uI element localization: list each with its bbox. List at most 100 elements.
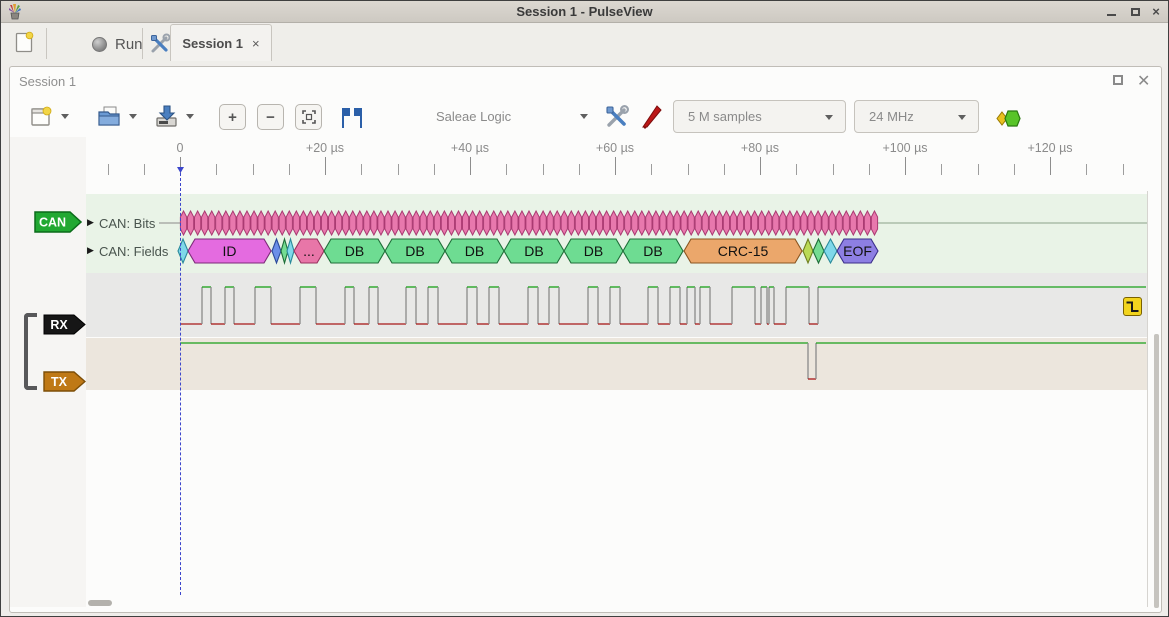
- ruler-tick: [833, 164, 834, 175]
- ruler-tick: [905, 157, 906, 175]
- ruler-tick: [108, 164, 109, 175]
- tab-close-icon[interactable]: ×: [252, 35, 260, 51]
- titlebar[interactable]: Session 1 - PulseView ×: [1, 1, 1168, 23]
- ruler-tick: [434, 164, 435, 175]
- expand-arrow-icon[interactable]: ▶: [87, 245, 94, 255]
- ruler-label: +80 µs: [740, 141, 780, 155]
- save-dropdown-arrow[interactable]: [186, 114, 194, 119]
- subwindow-title: Session 1: [19, 74, 77, 89]
- ruler-label: +100 µs: [882, 141, 928, 155]
- session-tab[interactable]: Session 1 ×: [170, 24, 272, 61]
- minimize-button[interactable]: [1104, 5, 1120, 19]
- device-name: Saleae Logic: [436, 109, 512, 124]
- ruler-label: +20 µs: [305, 141, 345, 155]
- ruler-tick: [144, 164, 145, 175]
- trace-right-edge: [1147, 191, 1148, 607]
- ruler-tick: [470, 157, 471, 175]
- new-view-icon: [31, 106, 52, 126]
- ruler-tick: [688, 164, 689, 175]
- session-tab-label: Session 1: [182, 35, 244, 51]
- save-button[interactable]: [152, 102, 180, 130]
- add-decoder-button[interactable]: [995, 107, 1023, 129]
- fields-row-label: CAN: Fields: [99, 244, 169, 259]
- zoom-in-button[interactable]: +: [219, 104, 246, 130]
- toolbar-separator: [142, 28, 143, 59]
- maximize-button[interactable]: [1128, 5, 1144, 19]
- wrench-screwdriver-icon: [606, 104, 630, 127]
- decoder-tag-can[interactable]: CAN: [34, 211, 82, 233]
- ruler-tick: [398, 164, 399, 175]
- sample-count-value: 5 M samples: [688, 109, 762, 124]
- close-button[interactable]: ×: [1152, 4, 1160, 19]
- settings-button[interactable]: [148, 31, 172, 57]
- ruler-tick: [216, 164, 217, 175]
- decoder-band[interactable]: [86, 194, 1147, 273]
- ruler-tick: [180, 157, 181, 175]
- app-icon: [9, 4, 21, 20]
- ruler-tick: [941, 164, 942, 175]
- subwindow-maximize-button[interactable]: [1113, 75, 1123, 85]
- zoom-fit-icon: [301, 110, 316, 124]
- sample-rate-arrow: [958, 115, 966, 120]
- new-session-button[interactable]: [10, 27, 38, 57]
- channel-group-bracket: [24, 313, 37, 390]
- channels-button[interactable]: [638, 103, 666, 131]
- open-button[interactable]: [95, 102, 123, 130]
- ruler-tick: [796, 164, 797, 175]
- show-cursors-button[interactable]: [339, 105, 365, 131]
- sample-count-select[interactable]: 5 M samples: [673, 100, 846, 133]
- decoder-tag-label: CAN: [39, 216, 66, 230]
- main-toolbar: Run Session 1 ×: [2, 24, 1168, 86]
- ruler-tick: [978, 164, 979, 175]
- bits-row-label: CAN: Bits: [99, 216, 156, 231]
- decoder-icon: [996, 109, 1021, 127]
- device-dropdown-arrow[interactable]: [580, 114, 588, 119]
- ruler-label: 0: [176, 141, 184, 155]
- ruler-tick: [651, 164, 652, 175]
- rx-tag-label: RX: [50, 318, 68, 332]
- zoom-out-button[interactable]: −: [257, 104, 284, 130]
- trigger-marker[interactable]: [1123, 297, 1142, 316]
- ruler-tick: [506, 164, 507, 175]
- vertical-scrollbar[interactable]: [1154, 334, 1159, 608]
- open-folder-icon: [97, 106, 120, 126]
- open-dropdown-arrow[interactable]: [129, 114, 137, 119]
- cursor-marker[interactable]: [177, 167, 184, 173]
- ruler-tick: [325, 157, 326, 175]
- window-title: Session 1 - PulseView: [516, 4, 653, 19]
- subwindow-close-button[interactable]: ✕: [1137, 73, 1151, 90]
- sample-rate-value: 24 MHz: [869, 109, 914, 124]
- ruler-tick: [543, 164, 544, 175]
- new-view-dropdown-arrow[interactable]: [61, 114, 69, 119]
- cursor-line[interactable]: [180, 173, 181, 595]
- ruler-tick: [1050, 157, 1051, 175]
- ruler-tick: [361, 164, 362, 175]
- ruler-label: +40 µs: [450, 141, 490, 155]
- sample-count-arrow: [825, 115, 833, 120]
- rx-band[interactable]: [86, 273, 1147, 337]
- ruler-tick: [579, 164, 580, 175]
- falling-edge-icon: [1126, 301, 1139, 312]
- sample-rate-select[interactable]: 24 MHz: [854, 100, 979, 133]
- run-label: Run: [115, 35, 143, 53]
- ruler-tick: [1123, 164, 1124, 175]
- tx-band[interactable]: [86, 338, 1147, 390]
- horizontal-scrollbar[interactable]: [88, 600, 112, 606]
- cursor-flags-icon: [342, 108, 362, 128]
- run-state-icon: [92, 36, 107, 52]
- device-config-button[interactable]: [603, 103, 631, 131]
- channel-tag-rx[interactable]: RX: [43, 314, 86, 335]
- zoom-fit-button[interactable]: [295, 104, 322, 130]
- run-button[interactable]: Run: [92, 30, 143, 58]
- new-view-button[interactable]: [27, 103, 55, 131]
- toolbar-separator: [46, 28, 47, 59]
- ruler-tick: [1086, 164, 1087, 175]
- ruler-tick: [760, 157, 761, 175]
- ruler-label: +120 µs: [1027, 141, 1073, 155]
- expand-arrow-icon[interactable]: ▶: [87, 217, 94, 227]
- wrench-screwdriver-icon: [151, 33, 171, 53]
- save-icon: [155, 105, 177, 127]
- ruler-tick: [869, 164, 870, 175]
- channel-tag-tx[interactable]: TX: [43, 371, 86, 392]
